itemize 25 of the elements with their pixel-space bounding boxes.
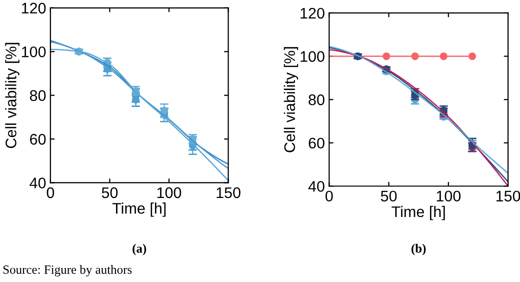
y-tick-label: 80: [308, 94, 324, 106]
y-tick-label: 100: [22, 46, 46, 58]
text: (a): [132, 244, 146, 256]
y-tick-label: 40: [308, 180, 324, 192]
x-tick-label: 50: [102, 187, 118, 198]
y-tick-label: 120: [22, 2, 46, 14]
y-tick-label: 60: [308, 138, 324, 149]
x-axis-title: Time [h]: [112, 202, 166, 217]
x-tick-label: 0: [326, 190, 333, 202]
x-tick-label: 150: [216, 187, 240, 198]
y-axis-title: Cell viability [%]: [284, 47, 298, 152]
x-tick-label: 0: [46, 187, 54, 198]
y-tick-label: 60: [30, 134, 46, 145]
y-tick-label: 80: [30, 90, 46, 101]
y-axis-title: Cell viability [%]: [5, 42, 20, 148]
x-tick-label: 50: [380, 190, 397, 202]
x-tick-label: 100: [436, 190, 461, 202]
x-tick-label: 100: [157, 187, 182, 198]
y-tick-label: 120: [300, 8, 324, 19]
x-axis-title: Time [h]: [392, 206, 445, 220]
source-note: Source: Figure by authors: [3, 265, 132, 276]
y-tick-label: 100: [300, 51, 324, 62]
text: (b): [412, 244, 426, 256]
y-tick-label: 40: [30, 178, 46, 188]
x-tick-label: 150: [496, 190, 520, 202]
